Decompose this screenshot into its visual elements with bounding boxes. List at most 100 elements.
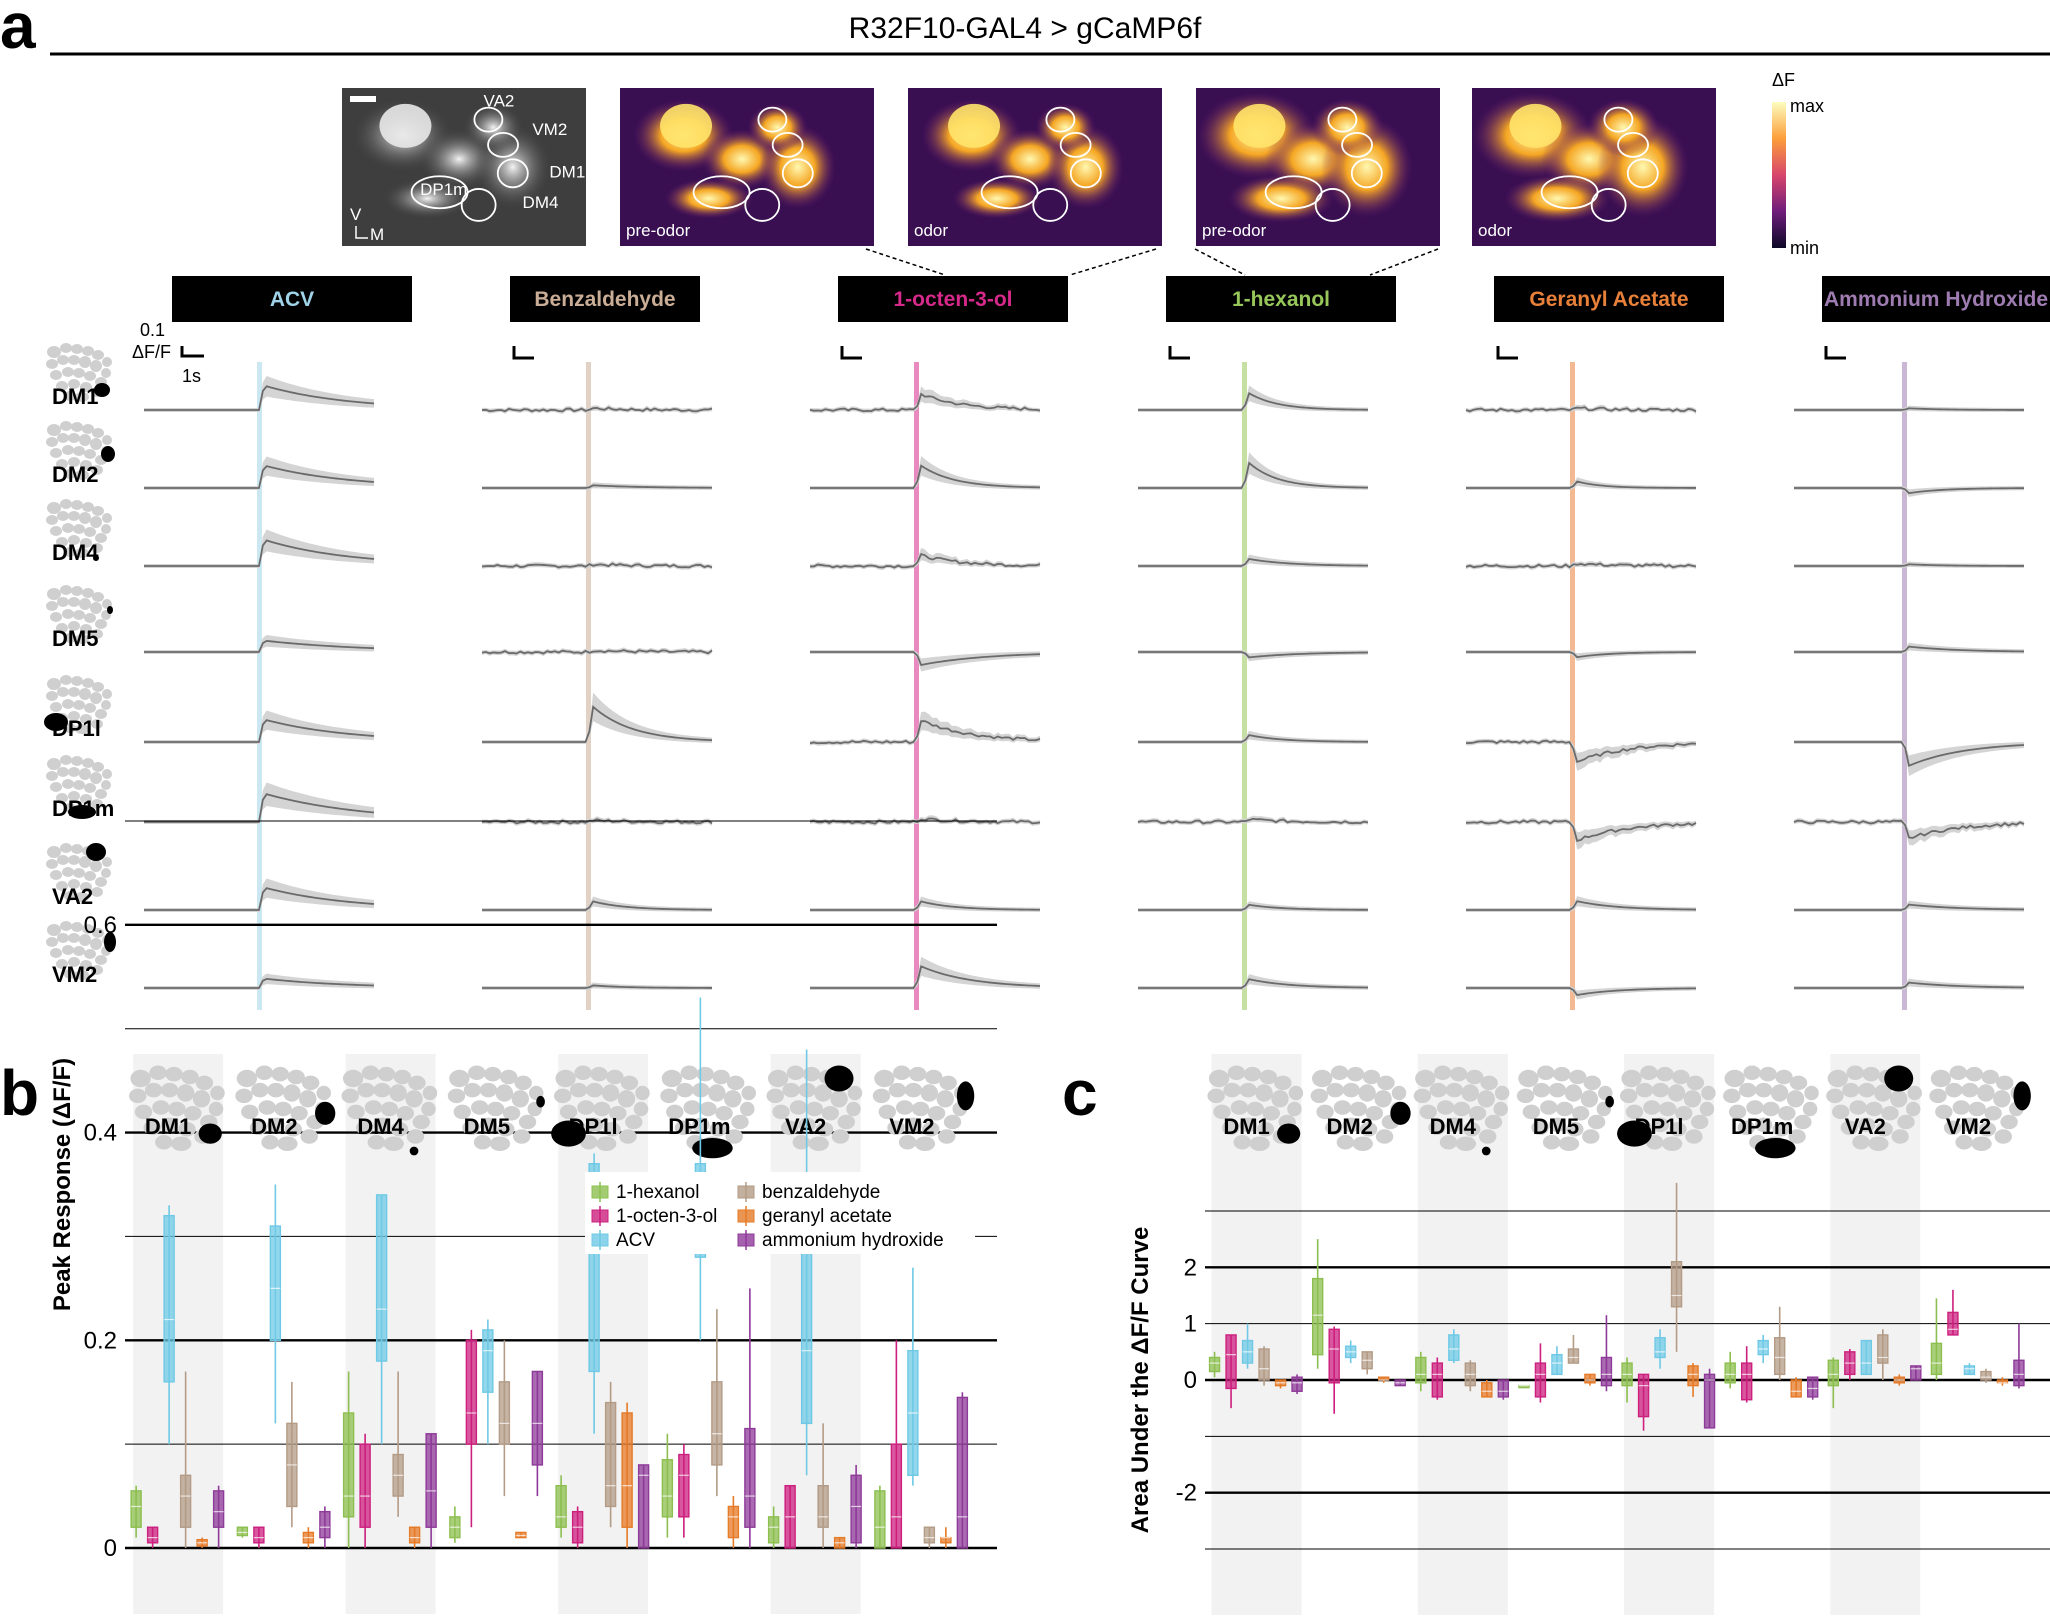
box-1-hexanol-DM4 bbox=[1415, 1351, 1427, 1392]
highlighted-glomerulus bbox=[94, 383, 110, 397]
trace-sem bbox=[144, 710, 374, 744]
highlighted-glomerulus bbox=[198, 1123, 222, 1144]
trace-line bbox=[1465, 819, 1697, 842]
trace-line bbox=[810, 965, 1041, 989]
scalebar-y-unit: ΔF/F bbox=[132, 342, 171, 362]
roi-label: DM4 bbox=[523, 193, 559, 212]
trace-sem bbox=[1138, 452, 1368, 490]
image-caption: odor bbox=[1478, 221, 1512, 240]
box-geranyl-acetate-DP1m bbox=[1790, 1377, 1802, 1398]
box-ACV-DP1l bbox=[1654, 1329, 1666, 1369]
box-geranyl-acetate-DM4 bbox=[408, 1526, 421, 1548]
colorbar-title: ΔF bbox=[1772, 70, 1795, 90]
box-geranyl-acetate-DM5 bbox=[1584, 1373, 1596, 1386]
glomerulus-schematic-dm1 bbox=[1207, 1065, 1304, 1151]
trace-line bbox=[1466, 480, 1697, 489]
glomerulus-schematic-dm5 bbox=[1516, 1065, 1614, 1151]
glomerulus-schematic-vm2 bbox=[872, 1065, 975, 1151]
highlighted-glomerulus bbox=[536, 1095, 545, 1108]
box-ammonium-hydroxide-DP1l bbox=[1703, 1368, 1716, 1429]
glomerulus-label: VA2 bbox=[52, 884, 93, 909]
box-1-octen-3-ol-DP1m bbox=[1740, 1346, 1753, 1403]
box-1-hexanol-VM2 bbox=[1930, 1298, 1943, 1380]
glomerulus-schematic-dm2 bbox=[235, 1065, 336, 1151]
glomerulus-schematic-dm1 bbox=[129, 1065, 225, 1151]
box-1-hexanol-DM5 bbox=[1518, 1384, 1530, 1389]
box-benzaldehyde-VA2 bbox=[1877, 1329, 1889, 1380]
trace-sem bbox=[144, 529, 374, 568]
trace-line bbox=[1138, 978, 1369, 989]
box-ammonium-hydroxide-DP1m bbox=[1806, 1376, 1819, 1400]
trace-line bbox=[144, 887, 375, 911]
box-benzaldehyde-DM4 bbox=[1464, 1360, 1477, 1392]
colorbar-gradient bbox=[1772, 102, 1786, 248]
trace-sem bbox=[1466, 560, 1696, 571]
box-1-hexanol-DP1l bbox=[555, 1475, 567, 1538]
glomerulus-schematic-dm4 bbox=[1413, 1065, 1510, 1156]
box-ammonium-hydroxide-DM1 bbox=[212, 1485, 225, 1548]
image-caption: pre-odor bbox=[626, 221, 691, 240]
orientation-m: M bbox=[370, 225, 384, 244]
highlighted-glomerulus bbox=[692, 1137, 733, 1159]
highlighted-glomerulus bbox=[2013, 1081, 2031, 1111]
glomerulus-schematic-dp1l bbox=[551, 1065, 650, 1151]
stimulus-bar bbox=[257, 362, 262, 1010]
trace-line bbox=[144, 793, 375, 823]
y-tick-label: 1 bbox=[1184, 1311, 1197, 1338]
box-benzaldehyde-DP1l bbox=[604, 1381, 617, 1528]
box-1-octen-3-ol-DP1l bbox=[571, 1506, 584, 1548]
odor-header-6: Ammonium Hydroxide bbox=[1822, 276, 2050, 360]
trace-sem bbox=[810, 711, 1040, 746]
box-1-hexanol-DM5 bbox=[449, 1506, 461, 1543]
box-ACV-DM1 bbox=[163, 1205, 175, 1445]
odor-name: 1-octen-3-ol bbox=[893, 288, 1012, 311]
glomerulus-label: DP1l bbox=[52, 716, 101, 741]
box-1-octen-3-ol-DM4 bbox=[359, 1433, 371, 1548]
box-geranyl-acetate-VM2 bbox=[1996, 1377, 2009, 1386]
trace-line bbox=[1465, 739, 1697, 764]
glomerulus-schematic-va2 bbox=[46, 843, 112, 902]
trace-sem bbox=[1466, 738, 1696, 771]
trace-sem bbox=[1138, 385, 1368, 412]
glomerulus-schematic-vm2 bbox=[46, 921, 116, 980]
box-1-octen-3-ol-DM1 bbox=[1225, 1334, 1237, 1409]
box-1-octen-3-ol-VM2 bbox=[1947, 1289, 1959, 1336]
y-tick-label: 0 bbox=[1184, 1367, 1197, 1394]
trace-line bbox=[144, 977, 375, 989]
stimulus-bar bbox=[914, 362, 919, 1010]
glomerulus-schematic-dm2 bbox=[1310, 1065, 1411, 1151]
glomerulus-label: DM2 bbox=[52, 462, 98, 487]
trace-sem bbox=[810, 956, 1040, 990]
box-geranyl-acetate-VA2 bbox=[1893, 1374, 1906, 1386]
trace-line bbox=[1465, 406, 1697, 413]
box-1-hexanol-DM1 bbox=[130, 1485, 142, 1538]
legend-item: geranyl acetate bbox=[737, 1206, 892, 1227]
trace-sem bbox=[1794, 740, 2024, 777]
highlighted-glomerulus bbox=[1605, 1095, 1614, 1108]
trace-sem bbox=[810, 455, 1040, 490]
box-ACV-DM1 bbox=[1241, 1323, 1254, 1369]
orientation-v: V bbox=[350, 205, 362, 224]
legend: 1-hexanol 1-octen-3-ol ACV benzaldehyde gera… bbox=[585, 1172, 975, 1254]
image-caption: odor bbox=[914, 221, 948, 240]
roi-label: VM2 bbox=[532, 120, 567, 139]
category-label: DM1 bbox=[1223, 1114, 1269, 1139]
highlighted-glomerulus bbox=[1390, 1101, 1411, 1125]
category-label: VA2 bbox=[1845, 1114, 1886, 1139]
stimulus-bar bbox=[1902, 362, 1907, 1010]
roi-label: DM1 bbox=[549, 163, 585, 182]
box-ammonium-hydroxide-DP1m bbox=[744, 1288, 756, 1548]
box-1-octen-3-ol-DP1l bbox=[1637, 1373, 1650, 1431]
box-ammonium-hydroxide-DM2 bbox=[1394, 1379, 1406, 1387]
trace-line bbox=[809, 392, 1041, 413]
box-ammonium-hydroxide-VM2 bbox=[2013, 1323, 2025, 1389]
box-1-hexanol-DM2 bbox=[1311, 1239, 1324, 1369]
highlighted-glomerulus bbox=[1481, 1146, 1491, 1156]
box-benzaldehyde-DM1 bbox=[179, 1371, 192, 1548]
panel-b-letter: b bbox=[0, 1057, 39, 1129]
roi-label: DP1m bbox=[420, 180, 467, 199]
category-label: VA2 bbox=[785, 1114, 826, 1139]
trace-line bbox=[1794, 903, 2025, 911]
glomerulus-schematic-dm4 bbox=[46, 499, 112, 561]
